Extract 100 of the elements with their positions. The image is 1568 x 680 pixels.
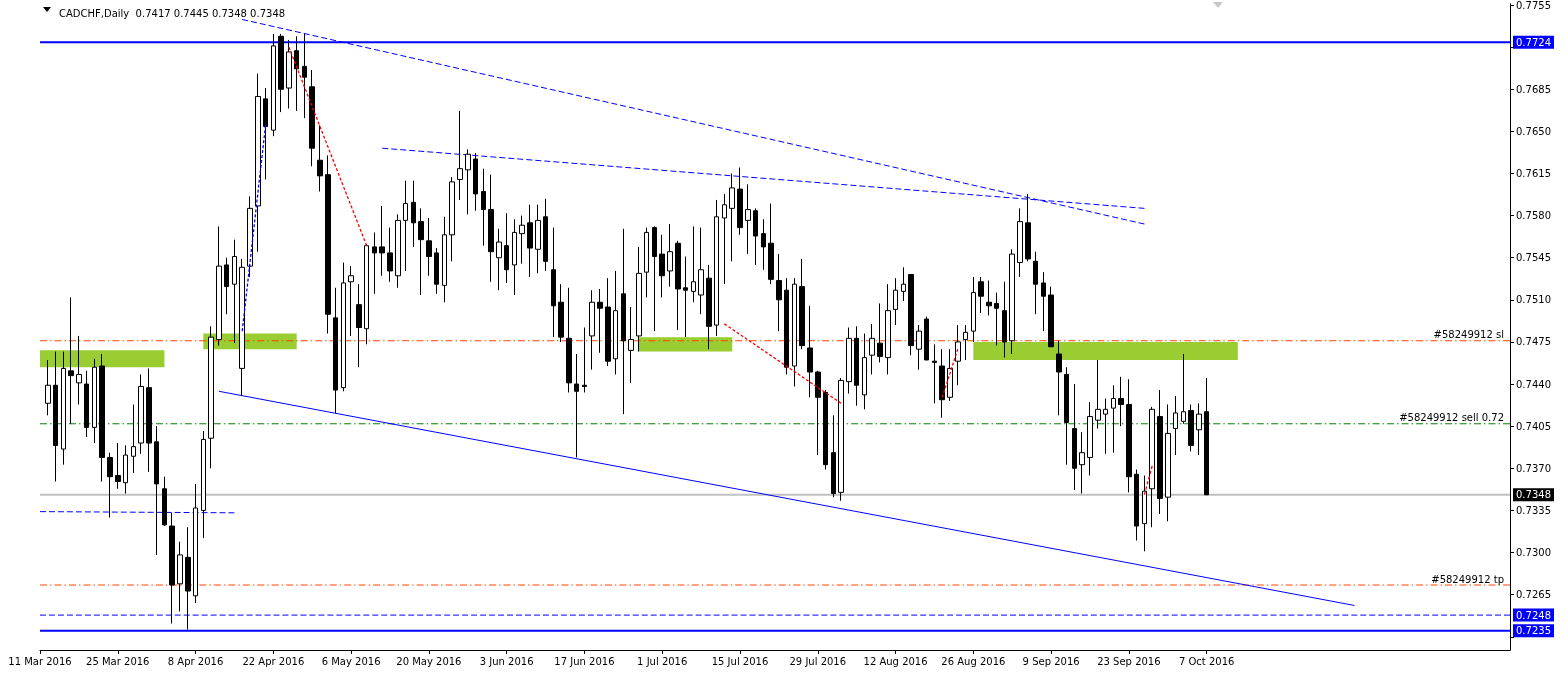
candlestick xyxy=(146,367,152,473)
candlestick xyxy=(908,274,914,356)
candlestick xyxy=(496,228,502,291)
y-tick-label: 0.7405 xyxy=(1516,420,1551,432)
candlestick xyxy=(683,256,688,338)
candlestick xyxy=(1196,402,1202,456)
candlestick xyxy=(247,195,253,278)
candlestick xyxy=(877,302,883,363)
candlestick xyxy=(854,325,859,407)
candlestick xyxy=(932,343,937,404)
candlestick xyxy=(978,276,984,314)
candlestick xyxy=(1041,271,1046,332)
candlestick xyxy=(123,444,128,495)
candlestick xyxy=(1142,475,1147,552)
candlestick xyxy=(722,193,727,285)
candlestick xyxy=(698,227,704,315)
y-tick-label: 0.7545 xyxy=(1516,252,1551,264)
candlestick xyxy=(138,373,144,455)
candlestick xyxy=(597,288,603,354)
y-tick-label: 0.7300 xyxy=(1516,547,1551,559)
candlestick xyxy=(1111,384,1116,454)
candlestick xyxy=(356,283,362,368)
candlestick xyxy=(644,227,649,298)
candlestick xyxy=(792,277,797,387)
candlestick xyxy=(107,452,113,519)
candlestick xyxy=(442,216,447,303)
x-tick-label: 23 Sep 2016 xyxy=(1097,655,1161,667)
candlestick xyxy=(1009,248,1015,355)
x-tick-label: 7 Oct 2016 xyxy=(1178,655,1235,667)
candlestick xyxy=(53,351,58,483)
x-tick-label: 15 Jul 2016 xyxy=(711,655,769,667)
candlestick xyxy=(169,512,175,625)
candlestick xyxy=(92,358,97,444)
candlestick xyxy=(916,324,922,371)
candlestick xyxy=(535,204,541,274)
candlestick xyxy=(84,370,89,438)
chart-title: CADCHF,Daily 0.7417 0.7445 0.7348 0.7348 xyxy=(59,7,286,19)
x-tick-label: 22 Apr 2016 xyxy=(242,655,305,667)
y-tick-label: 0.7580 xyxy=(1516,210,1551,222)
candlestick xyxy=(115,442,121,490)
candlestick xyxy=(815,370,821,456)
candlestick xyxy=(426,217,432,277)
candlestick xyxy=(317,124,323,193)
candlestick xyxy=(667,223,673,288)
candlestick xyxy=(372,231,377,295)
candlestick xyxy=(504,212,509,284)
candlestick xyxy=(403,180,408,272)
candlestick xyxy=(1103,398,1108,455)
candlestick xyxy=(61,351,66,466)
x-tick-label: 25 Mar 2016 xyxy=(86,655,150,667)
candlestick xyxy=(68,296,74,425)
candlestick xyxy=(154,425,159,556)
candlestick xyxy=(714,199,719,337)
candlestick xyxy=(216,225,222,347)
candlestick xyxy=(512,218,517,296)
candlestick xyxy=(589,289,595,371)
candlestick xyxy=(1134,469,1139,541)
candlestick xyxy=(1204,377,1209,496)
candlestick xyxy=(333,287,338,414)
candlestick xyxy=(1149,406,1155,528)
candlestick xyxy=(1017,207,1023,278)
candlestick xyxy=(939,348,945,419)
candlestick xyxy=(659,234,665,298)
candlestick xyxy=(449,176,455,262)
y-tick-label: 0.7335 xyxy=(1516,504,1551,516)
candlestick xyxy=(1157,389,1163,515)
ref-line-label: #58249912 sell 0.72 xyxy=(1399,412,1504,424)
ref-line-label: 0.7348 xyxy=(1516,489,1551,501)
candlestick xyxy=(278,33,284,113)
y-tick-label: 0.7510 xyxy=(1516,294,1551,306)
candlestick xyxy=(636,246,642,353)
candlestick xyxy=(613,270,618,375)
candlestick xyxy=(862,333,867,410)
ref-line-label: #58249912 tp xyxy=(1431,573,1504,585)
candlestick xyxy=(309,69,315,167)
candlestick xyxy=(768,203,774,285)
candlestick xyxy=(799,258,805,350)
candlestick xyxy=(1181,353,1186,425)
x-tick-label: 1 Jul 2016 xyxy=(637,655,688,667)
candlestick xyxy=(869,323,875,375)
candlestick xyxy=(963,324,968,361)
candlestick xyxy=(1188,404,1194,452)
candlestick xyxy=(255,73,261,253)
candlestick xyxy=(193,483,198,604)
candlestick xyxy=(675,240,681,331)
candlestick xyxy=(263,87,268,180)
candlestick xyxy=(761,218,766,271)
candlestick xyxy=(379,205,385,277)
x-tick-label: 3 Jun 2016 xyxy=(479,655,534,667)
candlestick xyxy=(387,227,393,283)
candlestick xyxy=(924,316,929,361)
y-tick-label: 0.7265 xyxy=(1516,589,1551,601)
candlestick xyxy=(582,327,587,393)
candlestick xyxy=(885,283,891,375)
candlestick xyxy=(286,39,292,109)
candlestick xyxy=(1002,281,1007,359)
y-tick-label: 0.7440 xyxy=(1516,378,1551,390)
y-tick-label: 0.7650 xyxy=(1516,125,1551,137)
candlestick xyxy=(457,110,463,201)
ref-line-label: 0.7235 xyxy=(1516,625,1551,637)
